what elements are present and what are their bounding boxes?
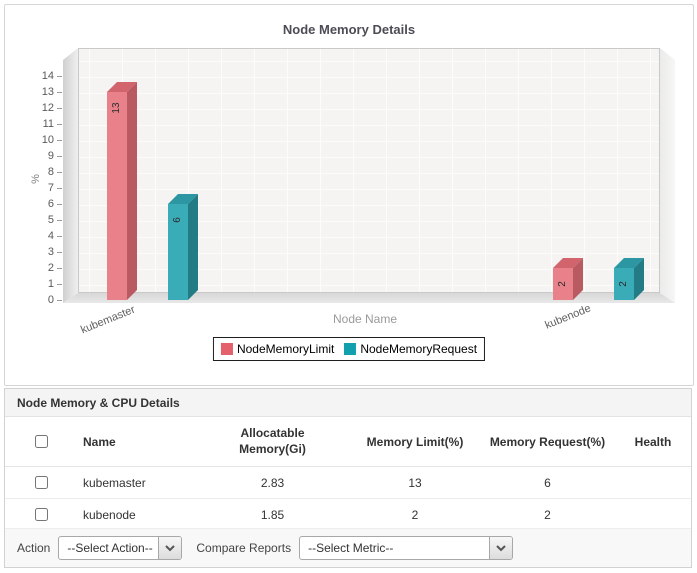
y-tick-mark [57,172,62,173]
col-header-memory-limit: Memory Limit(%) [366,434,464,449]
y-tick-mark [57,108,62,109]
y-tick-mark [57,204,62,205]
legend-label: NodeMemoryLimit [236,342,335,356]
y-tick-label: 1 [47,278,54,290]
chart-left-wall [63,48,78,303]
chart-plot-area [78,48,660,293]
legend-label: NodeMemoryRequest [360,342,478,356]
compare-reports-label: Compare Reports [196,541,292,555]
y-tick-mark [57,92,62,93]
chart-title: Node Memory Details [282,22,416,37]
row-checkbox-kubenode[interactable] [34,508,48,521]
legend-swatch [220,343,233,355]
cell-memory-request: 6 [544,475,551,490]
col-header-memory-request: Memory Request(%) [489,434,606,449]
y-tick-mark [57,124,62,125]
y-tick-label: 12 [41,102,54,114]
y-tick-label: 14 [41,70,54,82]
table-row: kubemaster 2.83 13 6 [5,467,691,499]
row-checkbox-kubemaster[interactable] [34,476,48,489]
table-header-row: Name Allocatable Memory(Gi) Memory Limit… [5,417,691,467]
y-tick-label: 3 [47,246,54,258]
y-tick-label: 2 [47,262,54,274]
y-tick-label: 9 [47,150,54,162]
y-tick-label: 10 [41,134,54,146]
node-memory-cpu-table-panel: Node Memory & CPU Details Name Allocatab… [4,388,692,568]
cell-allocatable: 1.85 [260,507,285,522]
bar-3d: 13 [107,82,137,300]
bar-side-face [127,82,137,300]
y-tick-label: 0 [47,294,54,306]
x-category-label: kubemaster [79,303,137,337]
action-select[interactable]: --Select Action-- [58,536,183,560]
y-tick-label: 4 [47,230,54,242]
x-category-label: kubenode [543,302,593,332]
action-bar: Action --Select Action-- Compare Reports… [5,528,691,567]
y-tick-mark [57,140,62,141]
y-tick-mark [57,76,62,77]
chevron-down-icon[interactable] [158,537,182,559]
legend-item: NodeMemoryRequest [344,342,477,356]
chart-right-wall [660,48,675,303]
col-header-allocatable: Allocatable Memory(Gi) [239,425,306,456]
y-tick-mark [57,236,62,237]
cell-memory-limit: 2 [411,507,419,522]
bar-value-label: 2 [557,281,568,287]
bar-front-face [553,268,573,300]
action-label: Action [17,541,51,555]
y-tick-label: 5 [47,214,54,226]
bar-value-label: 13 [111,102,122,114]
y-tick-label: 8 [47,166,54,178]
compare-metric-select-value: --Select Metric-- [308,541,394,555]
bar-side-face [188,194,198,300]
bar-value-label: 6 [172,217,183,223]
bar-front-face [614,268,634,300]
bar-front-face [107,92,127,300]
x-axis-title: Node Name [332,312,398,326]
y-tick-mark [57,252,62,253]
legend-swatch [344,343,357,355]
y-tick-label: 7 [47,182,54,194]
cell-memory-limit: 13 [408,475,422,490]
table-row: kubenode 1.85 2 2 [5,499,691,531]
col-header-health: Health [634,434,672,449]
chevron-down-icon[interactable] [489,537,513,559]
y-tick-mark [57,284,62,285]
y-tick-mark [57,156,62,157]
y-tick-mark [57,300,62,301]
y-tick-mark [57,268,62,269]
bar-value-label: 2 [618,281,629,287]
y-tick-mark [57,188,62,189]
bar-3d: 2 [614,258,644,300]
table-panel-title: Node Memory & CPU Details [5,389,691,417]
chart-floor [63,293,675,303]
cell-memory-request: 2 [544,507,551,522]
bar-3d: 6 [168,194,198,300]
select-all-checkbox[interactable] [34,435,48,448]
chart-legend: NodeMemoryLimit NodeMemoryRequest [212,337,486,361]
y-tick-mark [57,220,62,221]
legend-item: NodeMemoryLimit [220,342,335,356]
cell-name: kubemaster [83,475,146,490]
bar-front-face [168,204,188,300]
compare-metric-select[interactable]: --Select Metric-- [299,536,514,560]
bar-3d: 2 [553,258,583,300]
col-header-name: Name [83,434,116,449]
cell-allocatable: 2.83 [260,475,285,490]
action-select-value: --Select Action-- [67,541,153,555]
y-tick-label: 6 [47,198,54,210]
y-tick-label: 11 [42,118,54,130]
cell-name: kubenode [83,507,136,522]
y-tick-label: 13 [41,86,54,98]
